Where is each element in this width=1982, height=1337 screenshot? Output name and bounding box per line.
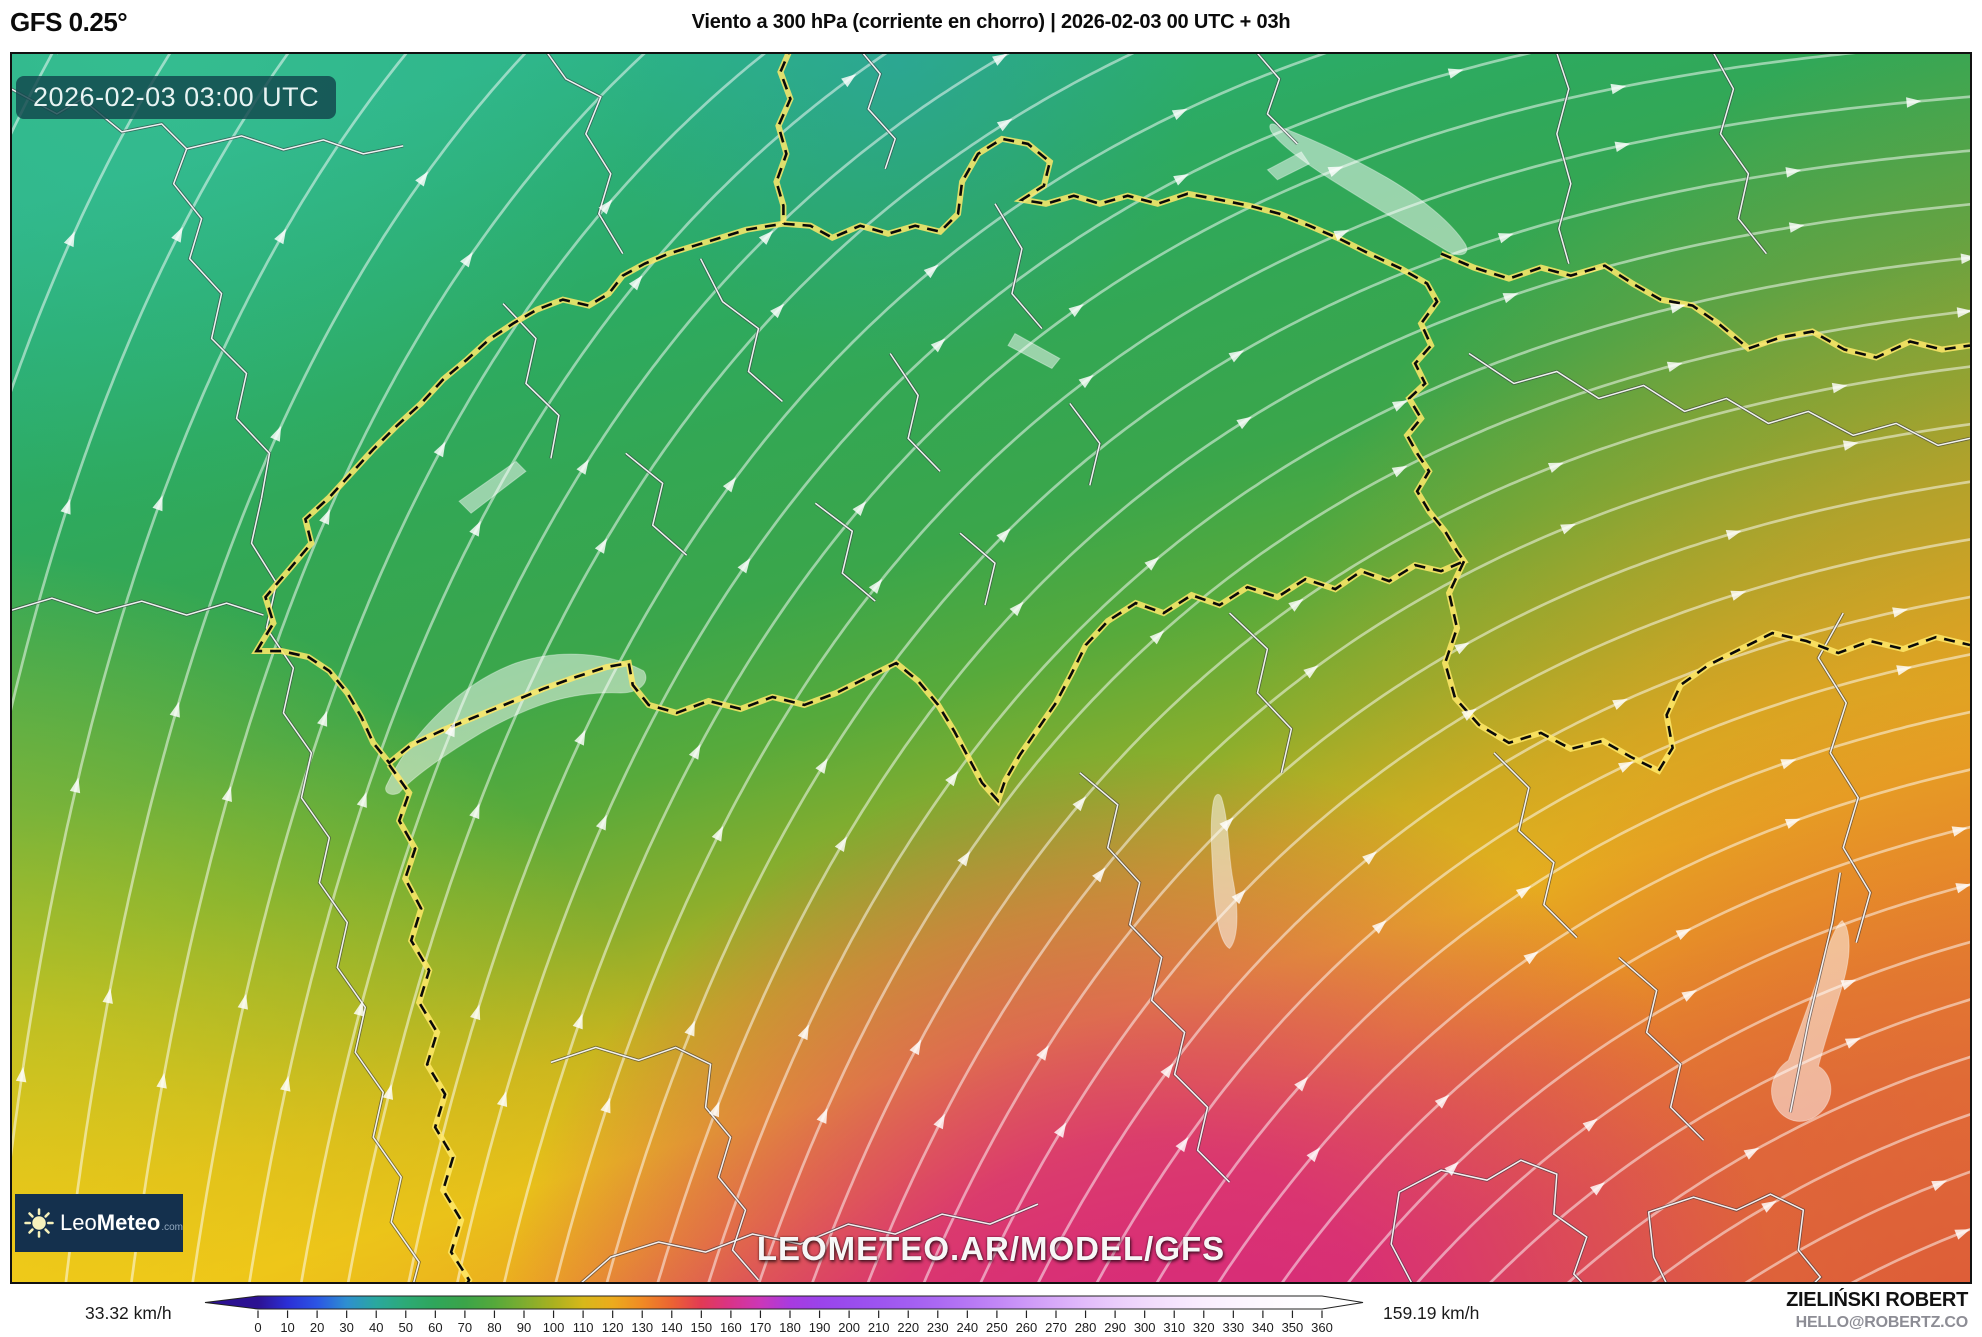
svg-text:30: 30 — [339, 1320, 353, 1335]
lake-geneva — [385, 653, 647, 795]
lake-constance-arm — [1266, 151, 1311, 181]
lakes-overlay — [385, 123, 1850, 1122]
svg-text:0: 0 — [254, 1320, 261, 1335]
page-title: Viento a 300 hPa (corriente en chorro) |… — [691, 11, 1291, 33]
svg-text:200: 200 — [838, 1320, 860, 1335]
credit-block: ZIELIŃSKI ROBERT HELLO@ROBERTZ.CO — [1786, 1288, 1968, 1333]
svg-text:340: 340 — [1252, 1320, 1274, 1335]
svg-text:350: 350 — [1282, 1320, 1304, 1335]
footer-bar: 33.32 km/h 0 10 20 30 40 50 60 70 80 90 100 110 120 1… — [0, 1284, 1982, 1337]
svg-text:220: 220 — [897, 1320, 919, 1335]
svg-text:70: 70 — [458, 1320, 472, 1335]
header-bar: GFS 0.25° Viento a 300 hPa (corriente en… — [0, 0, 1982, 52]
sun-icon — [24, 1208, 54, 1238]
lake-neuchatel — [458, 460, 527, 514]
credit-contact: HELLO@ROBERTZ.CO — [1795, 1314, 1969, 1331]
weather-map: 2026-02-03 03:00 UTC LeoMeteo.com LEOMET… — [10, 52, 1972, 1284]
max-speed-label: 159.19 km/h — [1383, 1303, 1480, 1323]
wind-speed-field — [12, 54, 1970, 1282]
svg-text:190: 190 — [809, 1320, 831, 1335]
svg-text:240: 240 — [956, 1320, 978, 1335]
svg-text:90: 90 — [517, 1320, 531, 1335]
svg-text:270: 270 — [1045, 1320, 1067, 1335]
svg-text:310: 310 — [1163, 1320, 1185, 1335]
model-resolution-label: GFS 0.25° — [10, 7, 128, 37]
svg-text:120: 120 — [602, 1320, 624, 1335]
svg-text:20: 20 — [310, 1320, 324, 1335]
svg-text:230: 230 — [927, 1320, 949, 1335]
lake-constance — [1269, 123, 1468, 256]
svg-text:60: 60 — [428, 1320, 442, 1335]
svg-text:290: 290 — [1104, 1320, 1126, 1335]
wind-streamlines — [12, 54, 1970, 1282]
svg-text:140: 140 — [661, 1320, 683, 1335]
svg-text:280: 280 — [1075, 1320, 1097, 1335]
svg-text:300: 300 — [1134, 1320, 1156, 1335]
svg-text:160: 160 — [720, 1320, 742, 1335]
svg-text:100: 100 — [543, 1320, 565, 1335]
svg-text:260: 260 — [1016, 1320, 1038, 1335]
svg-text:360: 360 — [1311, 1320, 1333, 1335]
credit-name: ZIELIŃSKI ROBERT — [1786, 1289, 1968, 1311]
watermark: LEOMETEO.AR/MODEL/GFS — [756, 1230, 1226, 1267]
svg-text:330: 330 — [1222, 1320, 1244, 1335]
svg-text:170: 170 — [750, 1320, 772, 1335]
svg-text:250: 250 — [986, 1320, 1008, 1335]
border-france-italy — [388, 764, 471, 1282]
svg-text:50: 50 — [399, 1320, 413, 1335]
svg-text:110: 110 — [573, 1320, 594, 1335]
timestamp-badge: 2026-02-03 03:00 UTC — [16, 76, 337, 119]
logo-text: LeoMeteo.com — [60, 1210, 183, 1235]
svg-text:320: 320 — [1193, 1320, 1215, 1335]
svg-text:10: 10 — [280, 1320, 294, 1335]
svg-text:40: 40 — [369, 1320, 383, 1335]
svg-text:150: 150 — [690, 1320, 712, 1335]
svg-text:210: 210 — [868, 1320, 890, 1335]
svg-text:80: 80 — [487, 1320, 501, 1335]
svg-text:130: 130 — [631, 1320, 653, 1335]
border-italy-austria — [1443, 560, 1970, 773]
streamline-arrows — [15, 54, 1970, 1240]
border-rhine — [775, 54, 792, 224]
border-germany-austria — [1440, 252, 1970, 359]
leometeo-logo[interactable]: LeoMeteo.com — [15, 1194, 183, 1252]
border-switzerland — [254, 137, 1467, 804]
lake-zurich — [1007, 332, 1061, 370]
map-canvas — [12, 54, 1970, 1282]
svg-text:180: 180 — [779, 1320, 801, 1335]
color-scale: 0 10 20 30 40 50 60 70 80 90 100 110 120 130 140 150 160… — [204, 1295, 1364, 1335]
min-speed-label: 33.32 km/h — [85, 1303, 172, 1323]
